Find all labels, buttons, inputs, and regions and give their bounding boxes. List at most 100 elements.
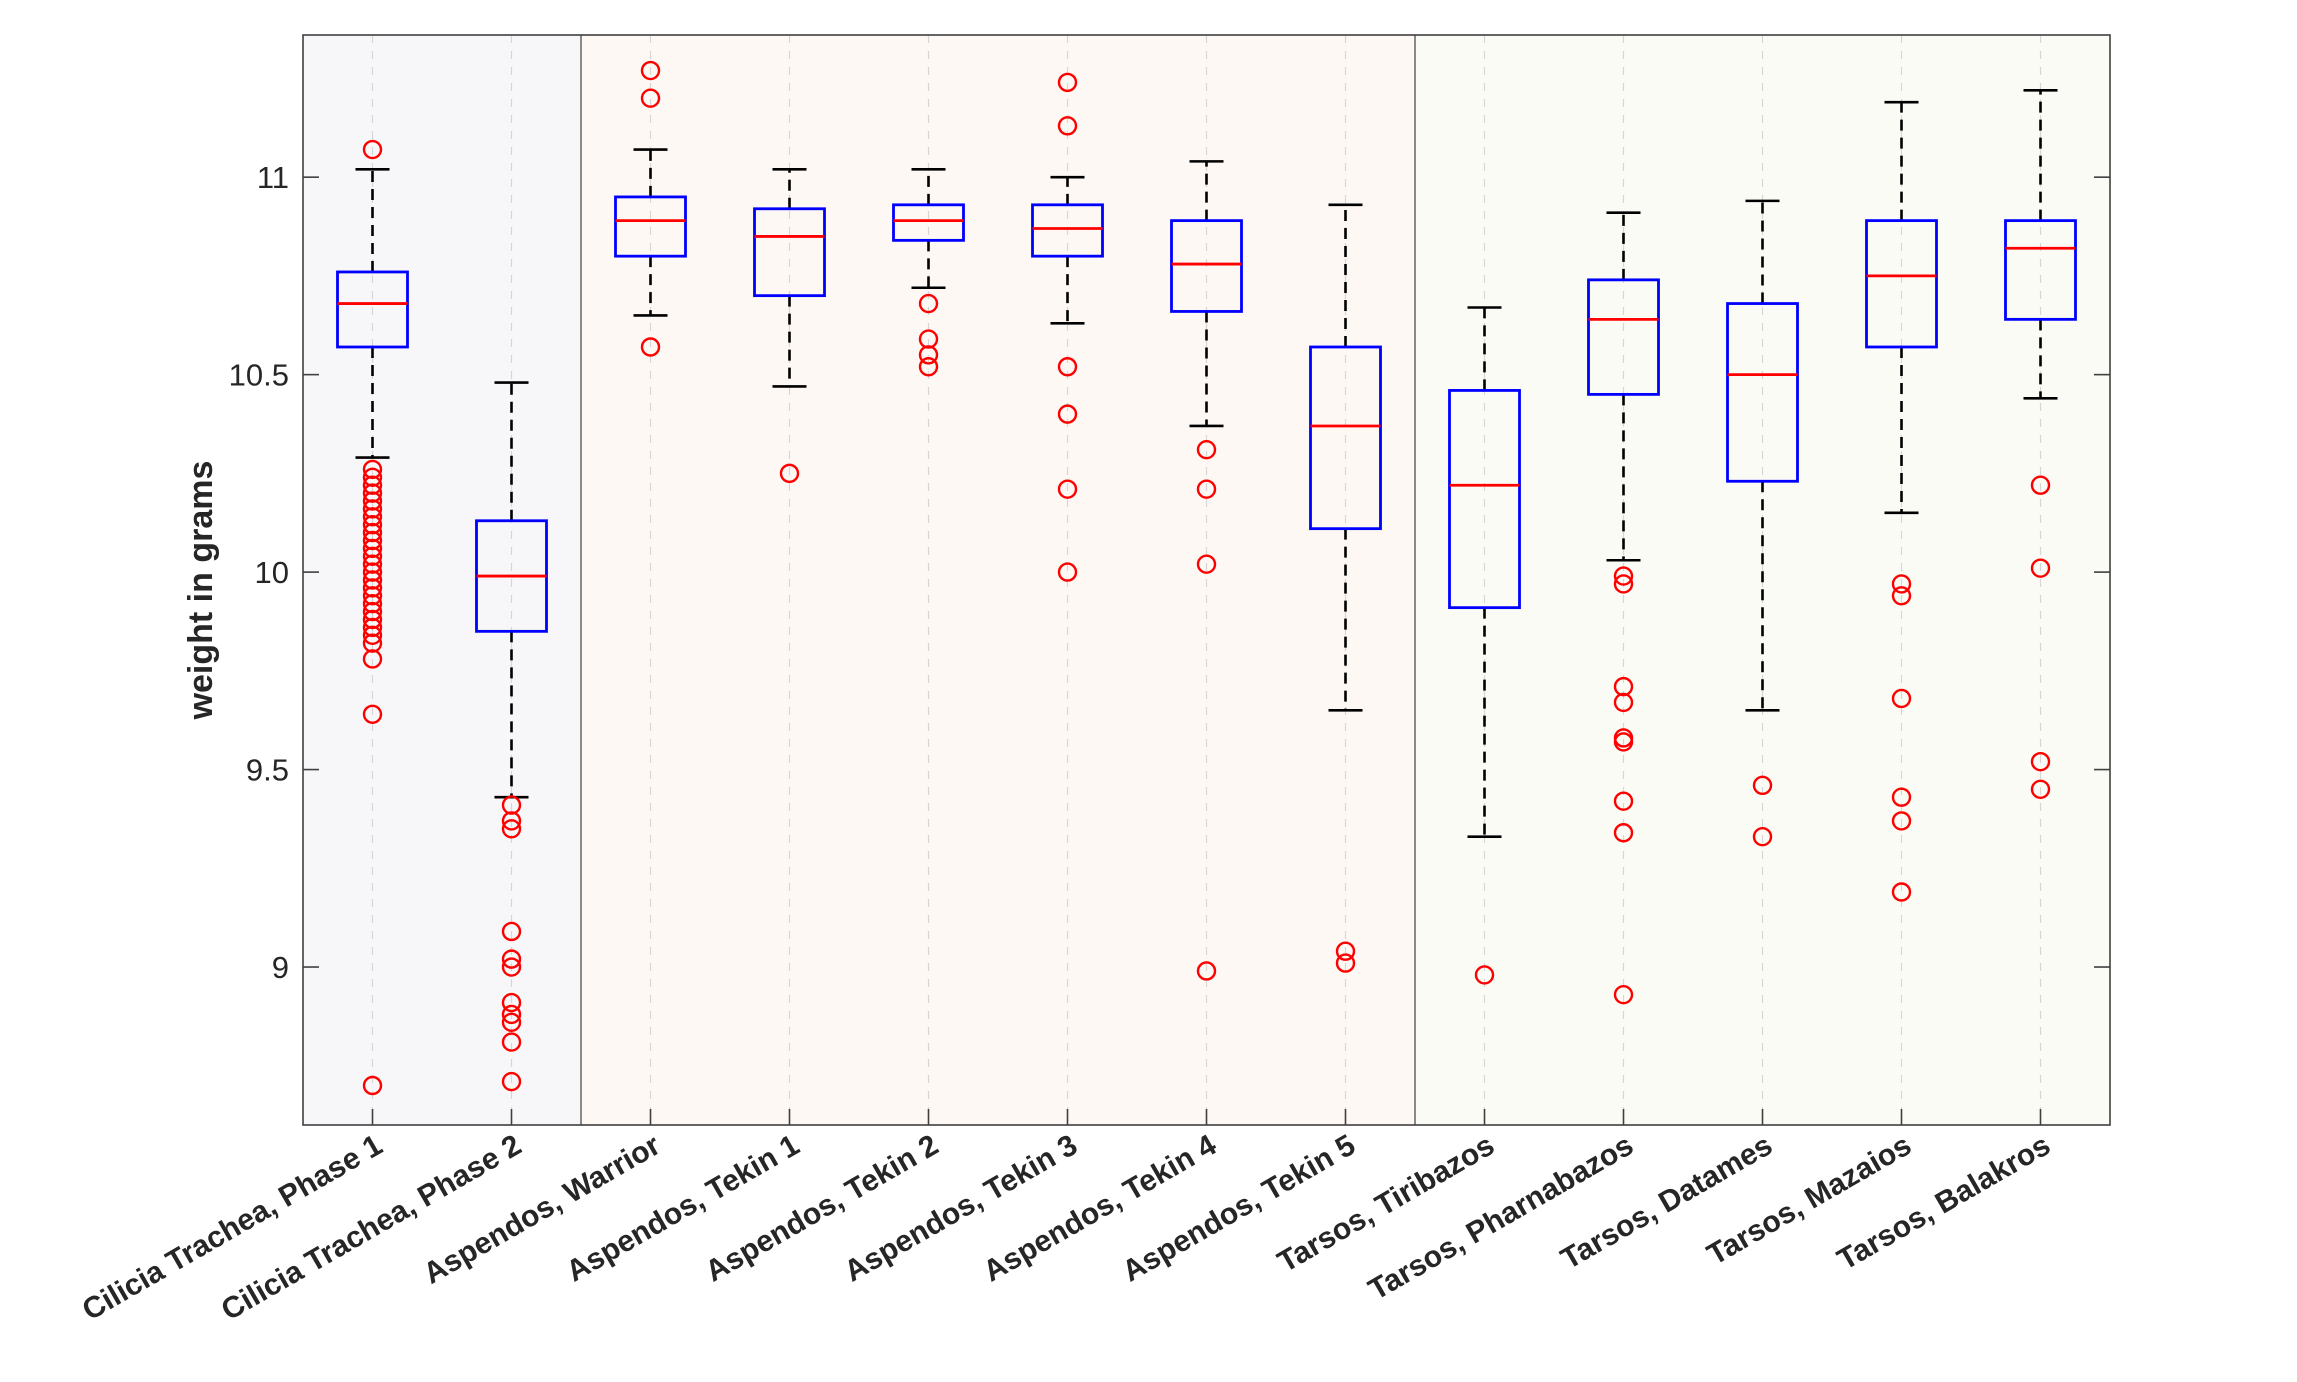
- outlier-point: [501, 992, 522, 1013]
- outlier-point: [1891, 882, 1912, 902]
- outlier-point: [1891, 574, 1912, 594]
- group-background-0: [303, 35, 581, 1125]
- outlier-point: [501, 1071, 522, 1092]
- box-1: [475, 381, 548, 1092]
- box-5: [1031, 72, 1104, 582]
- outlier-point: [779, 463, 800, 484]
- box-3: [753, 167, 826, 484]
- outlier-point: [640, 337, 661, 357]
- axes: [302, 34, 2111, 1126]
- outlier-point: [918, 293, 939, 314]
- outlier-point: [362, 507, 383, 527]
- outlier-point: [362, 515, 383, 535]
- outlier-point: [501, 811, 522, 831]
- outlier-point: [1613, 676, 1634, 697]
- outlier-point: [362, 554, 383, 574]
- box-8: [1448, 306, 1521, 985]
- outlier-point: [362, 538, 383, 559]
- iqr-box: [1448, 389, 1521, 610]
- outlier-point: [1057, 116, 1078, 136]
- x-tick-label: Aspendos, Tekin 4: [978, 1128, 1222, 1288]
- outlier-point: [362, 593, 383, 614]
- outlier-point: [1613, 823, 1634, 843]
- box-4: [892, 167, 965, 377]
- x-tick-label: Aspendos, Tekin 5: [1117, 1128, 1361, 1288]
- group-background-1: [581, 35, 1415, 1125]
- group-backgrounds: [303, 35, 2110, 1125]
- outlier-point: [2030, 751, 2051, 772]
- outlier-point: [1196, 554, 1217, 574]
- iqr-box: [892, 203, 965, 242]
- outlier-point: [501, 1004, 522, 1025]
- outlier-point: [362, 578, 383, 598]
- iqr-box: [1031, 203, 1104, 258]
- outlier-point: [362, 586, 383, 606]
- outlier-point: [1613, 984, 1634, 1005]
- outlier-point: [362, 491, 383, 511]
- outlier-point: [1196, 439, 1217, 460]
- x-tick-label: Aspendos, Tekin 3: [839, 1128, 1083, 1288]
- outlier-point: [1057, 479, 1078, 499]
- outlier-point: [1613, 566, 1634, 586]
- outlier-point: [501, 1012, 522, 1033]
- outlier-point: [2030, 558, 2051, 578]
- y-tick-label: 9: [272, 950, 289, 985]
- box-7: [1309, 203, 1382, 973]
- outlier-point: [1891, 688, 1912, 709]
- outlier-point: [362, 609, 383, 630]
- outlier-point: [362, 649, 383, 669]
- outlier-point: [1891, 586, 1912, 606]
- outlier-point: [1335, 941, 1356, 961]
- outlier-point: [1752, 827, 1773, 847]
- iqr-box: [1587, 278, 1660, 396]
- outlier-point: [362, 633, 383, 653]
- outlier-point: [1613, 692, 1634, 713]
- outlier-point: [501, 957, 522, 977]
- outlier-point: [362, 499, 383, 519]
- outlier-point: [918, 357, 939, 377]
- outlier-point: [362, 570, 383, 590]
- iqr-box: [2004, 219, 2077, 321]
- outlier-point: [362, 562, 383, 582]
- outlier-point: [362, 459, 383, 480]
- outlier-point: [362, 475, 383, 495]
- outlier-point: [362, 139, 383, 160]
- outlier-point: [362, 530, 383, 551]
- outlier-point: [1613, 574, 1634, 594]
- outlier-point: [362, 704, 383, 724]
- outlier-point: [1891, 811, 1912, 831]
- y-tick-label: 10.5: [229, 358, 289, 393]
- outlier-point: [362, 483, 383, 503]
- x-tick-label: Tarsos, Pharnabazos: [1363, 1128, 1639, 1306]
- outlier-point: [918, 329, 939, 349]
- iqr-box: [336, 270, 409, 349]
- outlier-point: [1752, 775, 1773, 796]
- outlier-point: [501, 819, 522, 839]
- outlier-point: [1613, 732, 1634, 752]
- iqr-box: [1170, 219, 1243, 313]
- outlier-point: [362, 625, 383, 645]
- outlier-point: [362, 617, 383, 638]
- outlier-point: [501, 949, 522, 969]
- outlier-point: [1335, 953, 1356, 973]
- box-11: [1865, 100, 1938, 902]
- x-tick-label: Aspendos, Tekin 1: [561, 1128, 805, 1288]
- y-tick-label: 11: [257, 160, 289, 195]
- box-2: [614, 60, 687, 357]
- outlier-point: [501, 921, 522, 942]
- y-tick-label: 9.5: [246, 753, 289, 788]
- outlier-point: [501, 1032, 522, 1052]
- x-tick-label: Aspendos, Warrior: [418, 1128, 666, 1290]
- outlier-point: [1613, 791, 1634, 811]
- outlier-point: [2030, 475, 2051, 495]
- outlier-point: [1057, 404, 1078, 424]
- outlier-point: [1891, 787, 1912, 807]
- outlier-point: [1057, 72, 1078, 93]
- y-axis-label: weight in grams: [182, 461, 220, 721]
- outlier-point: [362, 467, 383, 488]
- outlier-point: [501, 795, 522, 815]
- box-10: [1726, 199, 1799, 847]
- box-6: [1170, 160, 1243, 981]
- outlier-point: [362, 546, 383, 567]
